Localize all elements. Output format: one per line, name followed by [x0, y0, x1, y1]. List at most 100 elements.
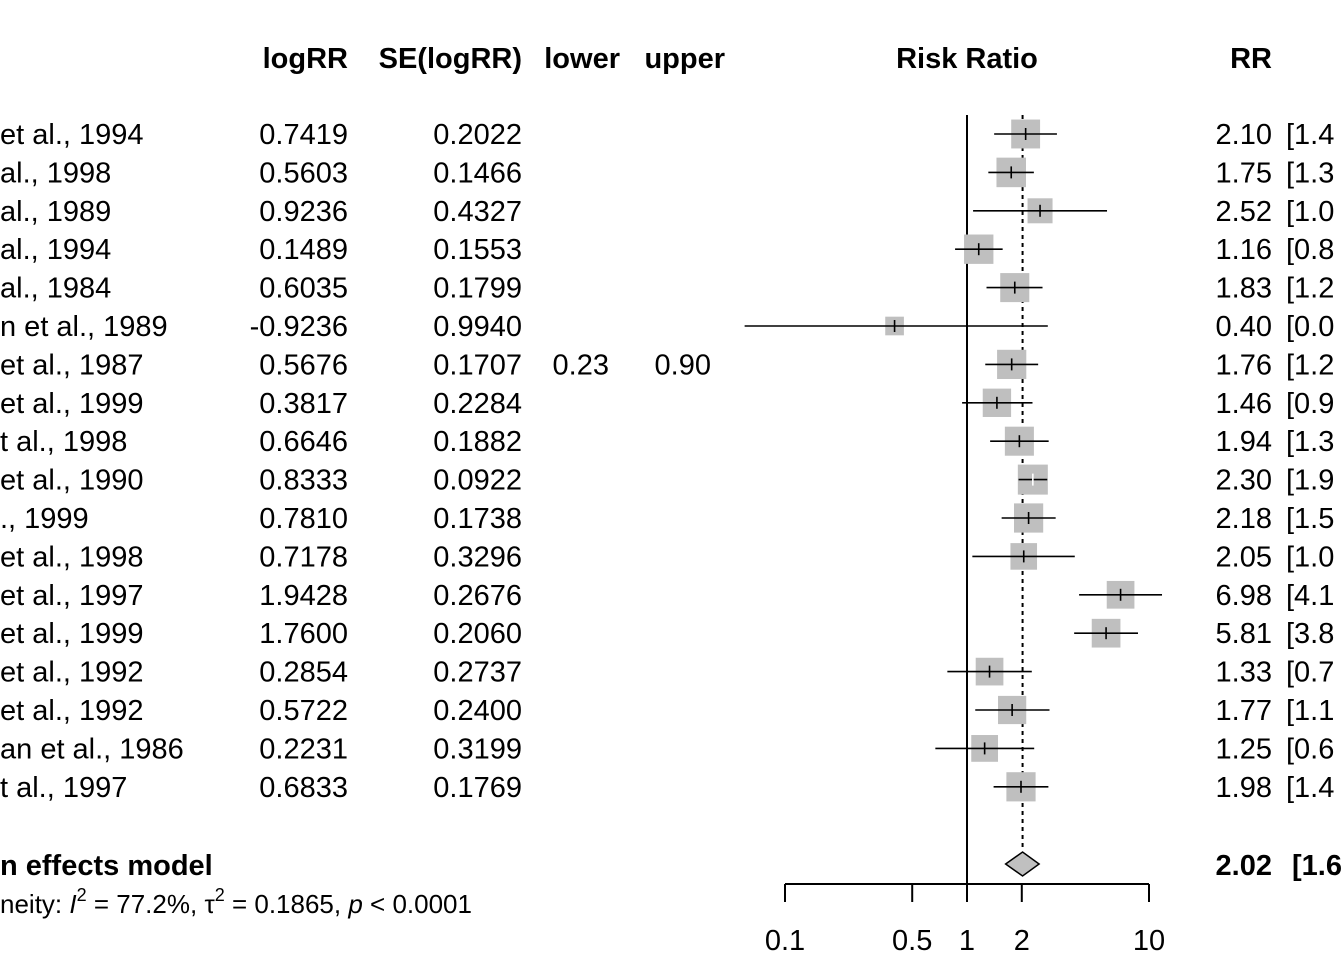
logrr-value: 0.9236	[259, 196, 348, 228]
rr-ci: [0.8	[1286, 234, 1334, 266]
header-upper: upper	[644, 43, 725, 75]
logrr-value: 1.9428	[259, 580, 348, 612]
logrr-value: 0.7810	[259, 503, 348, 535]
pooled-row: n effects model 2.02 [1.6	[0, 850, 1342, 882]
logrr-value: 0.5722	[259, 695, 348, 727]
logrr-value: 0.1489	[259, 234, 348, 266]
study-label: al., 1998	[0, 157, 111, 189]
upper-value: 0.90	[655, 349, 711, 381]
rr-ci: [1.2	[1286, 273, 1334, 305]
logrr-value: 0.2231	[259, 733, 348, 765]
column-headers: logRR SE(logRR) lower upper Risk Ratio R…	[263, 43, 1272, 75]
study-label: n et al., 1989	[0, 311, 168, 343]
se-value: 0.2022	[433, 119, 522, 151]
tau-symbol: τ	[204, 889, 215, 919]
rr-ci: [1.4	[1286, 772, 1334, 804]
x-axis-ticks: 0.1 0.5 1 2 10	[765, 884, 1165, 957]
rr-ci: [1.3	[1286, 426, 1334, 458]
logrr-value: 0.6035	[259, 273, 348, 305]
rr-ci: [4.1	[1286, 580, 1334, 612]
study-label: et al., 1999	[0, 388, 144, 420]
se-value: 0.2737	[433, 657, 522, 689]
se-value: 0.1553	[433, 234, 522, 266]
x-tick-label: 2	[1014, 925, 1030, 957]
pooled-rr: 2.02	[1216, 850, 1272, 882]
study-label: et al., 1999	[0, 618, 144, 650]
se-value: 0.1769	[433, 772, 522, 804]
rr-value: 1.83	[1216, 273, 1272, 305]
x-tick-label: 10	[1133, 925, 1165, 957]
se-value: 0.1799	[433, 273, 522, 305]
study-label: t al., 1998	[0, 426, 127, 458]
p-symbol: p	[347, 889, 362, 919]
rr-value: 2.05	[1216, 541, 1272, 573]
rr-value: 1.98	[1216, 772, 1272, 804]
pooled-ci: [1.6	[1292, 850, 1342, 882]
rr-value: 1.46	[1216, 388, 1272, 420]
se-value: 0.9940	[433, 311, 522, 343]
study-label: t al., 1997	[0, 772, 127, 804]
logrr-value: -0.9236	[250, 311, 348, 343]
logrr-value: 0.5676	[259, 349, 348, 381]
x-tick-label: 0.1	[765, 925, 805, 957]
header-risk-ratio: Risk Ratio	[896, 43, 1038, 75]
se-value: 0.3199	[433, 733, 522, 765]
logrr-value: 0.3817	[259, 388, 348, 420]
rr-ci: [1.1	[1286, 695, 1334, 727]
rr-value: 1.75	[1216, 157, 1272, 189]
rr-ci: [0.9	[1286, 388, 1334, 420]
rr-ci: [0.0	[1286, 311, 1334, 343]
x-tick-label: 0.5	[892, 925, 932, 957]
plot-area	[744, 115, 1163, 884]
study-label: et al., 1994	[0, 119, 144, 151]
rr-ci: [0.6	[1286, 733, 1334, 765]
se-value: 0.2676	[433, 580, 522, 612]
study-label: al., 1984	[0, 273, 111, 305]
rr-value: 2.52	[1216, 196, 1272, 228]
rr-value: 2.10	[1216, 119, 1272, 151]
study-label: ., 1999	[0, 503, 89, 535]
rr-ci: [1.4	[1286, 119, 1334, 151]
rr-ci: [1.2	[1286, 349, 1334, 381]
se-value: 0.1882	[433, 426, 522, 458]
study-label: an et al., 1986	[0, 733, 184, 765]
tau-superscript: 2	[215, 885, 225, 905]
se-value: 0.4327	[433, 196, 522, 228]
rr-value: 5.81	[1216, 618, 1272, 650]
x-axis: 0.1 0.5 1 2 10	[765, 883, 1165, 957]
logrr-value: 0.7178	[259, 541, 348, 573]
rr-value: 1.33	[1216, 657, 1272, 689]
study-label: al., 1989	[0, 196, 111, 228]
rr-value: 2.18	[1216, 503, 1272, 535]
pooled-diamond	[1004, 851, 1041, 877]
se-value: 0.0922	[433, 465, 522, 497]
logrr-value: 0.5603	[259, 157, 348, 189]
rr-value: 1.94	[1216, 426, 1272, 458]
tau-value: = 0.1865,	[225, 889, 349, 919]
rr-value: 1.77	[1216, 695, 1272, 727]
rr-value: 1.76	[1216, 349, 1272, 381]
study-rows: et al., 1994 0.7419 0.2022 2.10 [1.4 al., 199…	[0, 119, 1334, 804]
i2-value: = 77.2%,	[87, 889, 205, 919]
rr-ci: [1.0	[1286, 196, 1334, 228]
study-marks	[744, 119, 1163, 802]
rr-ci: [1.5	[1286, 503, 1334, 535]
study-label: al., 1994	[0, 234, 111, 266]
rr-ci: [1.3	[1286, 157, 1334, 189]
rr-ci: [1.9	[1286, 465, 1334, 497]
header-lower: lower	[544, 43, 620, 75]
header-logrr: logRR	[263, 43, 348, 75]
rr-ci: [1.0	[1286, 541, 1334, 573]
rr-ci: [0.7	[1286, 657, 1334, 689]
pooled-label: n effects model	[0, 850, 213, 882]
logrr-value: 0.6646	[259, 426, 348, 458]
logrr-value: 0.7419	[259, 119, 348, 151]
logrr-value: 0.8333	[259, 465, 348, 497]
se-value: 0.1707	[433, 349, 522, 381]
lower-value: 0.23	[553, 349, 609, 381]
heterogeneity-text: neity: I2 = 77.2%, τ2 = 0.1865, p < 0.00…	[0, 885, 472, 919]
rr-value: 1.25	[1216, 733, 1272, 765]
se-value: 0.3296	[433, 541, 522, 573]
se-value: 0.1738	[433, 503, 522, 535]
